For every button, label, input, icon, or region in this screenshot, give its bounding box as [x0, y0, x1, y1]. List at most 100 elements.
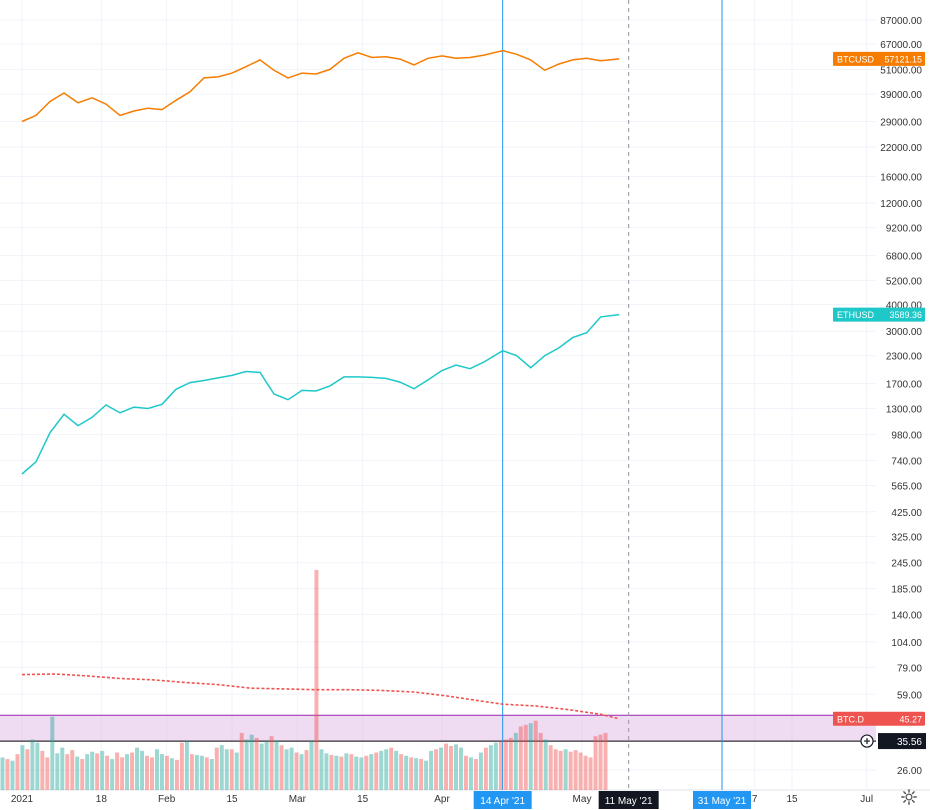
- volume-bar: [439, 747, 444, 790]
- y-tick-label: 26.00: [897, 766, 922, 777]
- x-tick-label: May: [573, 794, 592, 805]
- volume-bar: [284, 749, 289, 790]
- price-badge-bg: [833, 711, 925, 726]
- volume-bar: [269, 736, 274, 790]
- y-tick-label: 5200.00: [886, 276, 923, 287]
- volume-bar: [50, 716, 55, 790]
- volume-bar: [274, 740, 279, 790]
- volume-bar: [90, 751, 95, 790]
- y-tick-label: 9200.00: [886, 224, 923, 235]
- volume-bar: [164, 755, 169, 790]
- volume-bar: [578, 752, 583, 790]
- volume-bar: [558, 750, 563, 790]
- vertical-lines[interactable]: 14 Apr '21 31 May '21 11 May '21: [473, 0, 751, 809]
- volume-bar: [568, 751, 573, 790]
- volume-bar: [35, 742, 40, 790]
- volume-bar: [60, 747, 65, 790]
- volume-bar: [110, 759, 115, 790]
- volume-bar: [45, 757, 50, 790]
- y-tick-label: 22000.00: [880, 143, 922, 154]
- y-tick-label: 980.00: [891, 431, 922, 442]
- add-alert-plus-icon[interactable]: [860, 734, 874, 748]
- volume-bar: [219, 745, 224, 790]
- y-tick-label: 425.00: [891, 508, 922, 519]
- volume-bar: [603, 732, 608, 790]
- y-tick-label: 67000.00: [880, 40, 922, 51]
- volume-bar: [583, 755, 588, 790]
- volume-bar: [508, 737, 513, 790]
- volume-bar: [254, 737, 259, 790]
- volume-bar: [145, 755, 150, 790]
- volume-bar: [30, 739, 35, 790]
- volume-bar: [10, 760, 15, 790]
- y-tick-label: 4000.00: [886, 301, 923, 312]
- x-axis[interactable]: 2021 18 Feb 15 Mar 15 Apr May 7 15 Jul: [11, 794, 873, 805]
- crosshair-date-label: 11 May '21: [605, 796, 653, 807]
- volume-bar: [473, 759, 478, 790]
- range-band-fill: [0, 715, 876, 742]
- volume-bar: [414, 758, 419, 790]
- volume-bar: [503, 739, 508, 790]
- volume-bar: [100, 750, 105, 790]
- volume-bar: [394, 750, 399, 790]
- volume-bar: [488, 745, 493, 790]
- y-tick-label: 29000.00: [880, 118, 922, 129]
- volume-bar: [309, 741, 314, 790]
- volume-bar: [364, 755, 369, 790]
- volume-bar: [229, 749, 234, 790]
- y-tick-label: 1700.00: [886, 380, 923, 391]
- volume-bar: [239, 732, 244, 790]
- x-tick-label: 15: [226, 794, 238, 805]
- level-badge-value: 35.56: [897, 737, 922, 748]
- volume-bar: [344, 753, 349, 790]
- price-badge-name: BTC.D: [837, 714, 865, 724]
- volume-bar: [374, 752, 379, 790]
- volume-bar: [234, 752, 239, 790]
- volume-bar: [194, 754, 199, 790]
- x-tick-label: 18: [96, 794, 108, 805]
- chart-grid: [0, 0, 930, 791]
- y-tick-label: 51000.00: [880, 65, 922, 76]
- volume-bar: [105, 755, 110, 790]
- volume-bar: [468, 757, 473, 790]
- price-badge-bg: [833, 307, 925, 322]
- series-line-ethusd: [21, 313, 620, 475]
- volume-bar: [289, 747, 294, 790]
- volume-bar: [478, 752, 483, 790]
- volume-bar: [55, 753, 60, 790]
- volume-bar: [588, 757, 593, 790]
- volume-bar: [463, 755, 468, 790]
- volume-bar: [294, 752, 299, 790]
- volume-bar: [209, 759, 214, 790]
- volume-bar: [304, 750, 309, 790]
- y-axis[interactable]: 87000.00 67000.00 51000.00 39000.00 29000.00…: [880, 16, 922, 777]
- settings-gear-icon[interactable]: [900, 788, 918, 806]
- x-tick-label: 2021: [11, 794, 34, 805]
- y-tick-label: 140.00: [891, 610, 922, 621]
- volume-bar: [299, 754, 304, 790]
- volume-bar: [65, 754, 70, 790]
- volume-bar: [75, 756, 80, 790]
- volume-bar: [593, 736, 598, 790]
- volume-bar: [339, 756, 344, 790]
- volume-bar: [458, 747, 463, 790]
- volume-bar: [140, 750, 145, 790]
- x-tick-label: Apr: [434, 794, 450, 805]
- volume-bar: [204, 757, 209, 790]
- volume-bar: [15, 754, 20, 790]
- series-line-btcd: [21, 673, 620, 720]
- volume-bar: [424, 760, 429, 790]
- vertical-marker-label-bg: [473, 791, 532, 809]
- y-tick-label: 104.00: [891, 638, 922, 649]
- y-tick-label: 3000.00: [886, 327, 923, 338]
- volume-bar: [598, 734, 603, 790]
- y-tick-label: 565.00: [891, 481, 922, 492]
- volume-bar: [359, 757, 364, 790]
- volume-bar: [259, 743, 264, 790]
- x-tick-label: Jul: [860, 794, 873, 805]
- volume-bar: [349, 754, 354, 790]
- volume-bars: [0, 570, 608, 790]
- volume-bar: [0, 757, 5, 790]
- volume-bar: [249, 734, 254, 790]
